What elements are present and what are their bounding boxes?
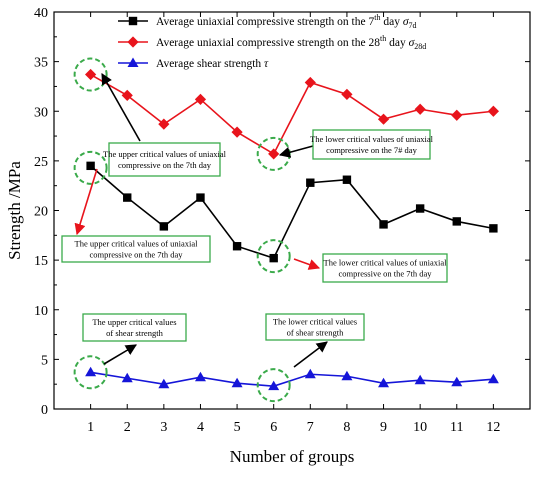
series-1-line: [90, 73, 494, 156]
series-0-point: [489, 224, 498, 233]
legend-marker-0: [128, 16, 138, 26]
y-tick-label: 35: [34, 56, 48, 71]
legend-label-1: Average uniaxial compressive strength on…: [156, 34, 426, 51]
series-2-line: [90, 371, 494, 387]
series-0-point: [452, 217, 461, 226]
x-tick-label: 3: [160, 420, 167, 435]
annotation-arrow: [293, 258, 321, 270]
annotation-box: [322, 253, 448, 283]
y-tick-label: 30: [34, 105, 48, 120]
annotation-text: compressive on the 7# day: [326, 145, 417, 155]
x-tick-label: 5: [234, 420, 241, 435]
annotation-arrow: [278, 145, 314, 158]
x-axis-title: Number of groups: [230, 447, 355, 466]
series-2-point: [304, 368, 316, 379]
annotation-text: of shear strength: [287, 328, 344, 338]
x-tick-label: 2: [124, 420, 131, 435]
plot-frame: [53, 11, 531, 410]
series-1-point: [341, 88, 353, 100]
series-1-point: [158, 118, 170, 130]
x-tick-label: 9: [380, 420, 387, 435]
annotation-box: [312, 129, 431, 160]
series-1-point: [85, 68, 97, 81]
legend-label-0: Average uniaxial compressive strength on…: [156, 13, 417, 30]
series-2-point: [158, 378, 170, 389]
series-0-point: [232, 242, 242, 251]
annotation-arrow: [101, 73, 141, 142]
annotation-text: compressive on the 7th day: [118, 160, 212, 170]
y-tick-label: 15: [34, 254, 48, 269]
series-1-point: [304, 76, 316, 89]
highlight-circle: [256, 239, 291, 274]
series-0-point: [196, 193, 205, 202]
series-1-point: [121, 89, 133, 101]
annotation-text: compressive on the 7th day: [338, 269, 432, 279]
series-2-point: [414, 374, 426, 385]
series-0-point: [306, 178, 315, 187]
series-2-point: [85, 366, 97, 377]
y-tick-label: 25: [34, 155, 48, 170]
series-1-point: [414, 103, 426, 115]
annotation-text: of shear strength: [106, 328, 163, 338]
annotation-arrow: [103, 344, 137, 365]
highlight-circle: [73, 150, 108, 185]
highlight-circle: [256, 368, 291, 403]
series-2-point: [487, 373, 499, 384]
series-2-point: [231, 377, 243, 388]
annotation-text: compressive on the 7th day: [89, 250, 183, 260]
series-0-point: [159, 222, 169, 231]
y-tick-label: 40: [34, 6, 48, 21]
x-tick-label: 12: [486, 420, 500, 435]
series-2-point: [451, 376, 463, 387]
annotation-text: The upper critical values: [92, 317, 176, 327]
highlight-circle: [73, 355, 108, 390]
annotation-box: [61, 235, 211, 263]
series-0-point: [415, 204, 425, 213]
series-2-point: [341, 370, 353, 381]
series-2-point: [268, 380, 280, 391]
series-1-point: [194, 93, 207, 105]
annotation-box: [82, 313, 187, 342]
annotation-arrow: [74, 168, 98, 236]
legend-label-2: Average shear strength τ: [156, 58, 269, 70]
series-0-point: [269, 253, 278, 263]
y-tick-label: 10: [34, 304, 48, 319]
series-0-point: [86, 161, 95, 171]
series-2-point: [121, 372, 133, 383]
series-1-point: [451, 109, 463, 121]
series-1-point: [268, 148, 280, 160]
x-tick-label: 10: [413, 420, 427, 435]
x-tick-label: 6: [270, 420, 277, 435]
y-tick-label: 5: [41, 353, 48, 368]
annotation-arrow: [293, 341, 328, 368]
series-0-line: [90, 165, 494, 260]
series-1-point: [231, 126, 243, 138]
series-1-point: [487, 105, 499, 117]
series-2-point: [378, 377, 390, 388]
annotation-text: The lower critical values of uniaxial: [310, 134, 434, 144]
x-tick-label: 1: [87, 420, 94, 435]
annotation-text: The upper critical values of uniaxial: [75, 239, 199, 249]
x-tick-label: 11: [450, 420, 463, 435]
series-0-point: [342, 175, 352, 184]
annotation-text: The lower critical values of uniaxial: [324, 258, 448, 268]
series-2-point: [194, 371, 206, 382]
series-0-point: [379, 220, 388, 229]
annotation-text: The upper critical values of uniaxial: [103, 149, 227, 159]
y-tick-label: 0: [41, 403, 48, 418]
x-tick-label: 7: [307, 420, 314, 435]
annotation-box: [265, 313, 365, 341]
x-tick-label: 4: [197, 420, 204, 435]
annotation-box: [108, 142, 221, 177]
series-1-point: [377, 113, 390, 125]
y-tick-label: 20: [34, 205, 48, 220]
legend-marker-2: [127, 57, 139, 67]
series-0-point: [123, 193, 132, 202]
y-axis-title: Strength /MPa: [5, 161, 24, 260]
legend-marker-1: [127, 36, 139, 48]
annotation-text: The lower critical values: [273, 317, 357, 327]
x-tick-label: 8: [343, 420, 350, 435]
